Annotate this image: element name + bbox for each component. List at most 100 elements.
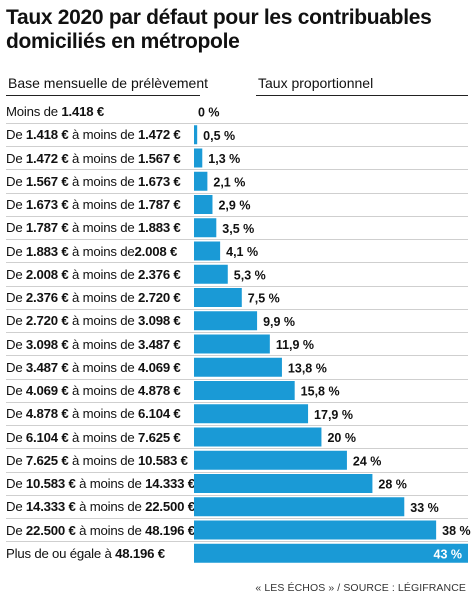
category-amount: 2.720 € [25,313,69,329]
row-separator [6,215,468,217]
bar [194,497,405,517]
category-label: De 1.883 € à moins de2.008 € [6,240,194,263]
category-text: De [6,266,26,282]
category-amount: 3.098 € [25,336,69,352]
category-label: Plus de ou égale à 48.196 € [6,542,194,565]
category-text: à moins de [68,406,138,422]
category-text: Moins de [6,104,62,119]
category-amount: 1.472 € [137,127,181,143]
category-amount: 3.487 € [137,336,181,352]
bar [194,264,228,284]
value-label: 0,5 % [203,129,235,143]
category-amount: 1.567 € [137,150,181,166]
row-separator [6,425,468,426]
bar [194,520,437,540]
value-label: 20 % [327,431,356,445]
bar [194,450,347,470]
category-amount: 2.008 € [134,243,178,259]
category-amount: 22.500 € [25,522,76,538]
row-separator [6,401,468,403]
category-text: De [6,336,26,352]
source-credit: « LES ÉCHOS » / SOURCE : LÉGIFRANCE [255,582,466,594]
bar [194,288,242,307]
bar [194,334,270,354]
category-text: à moins de [68,150,138,166]
category-label: De 4.069 € à moins de 4.878 € [6,379,194,402]
bar [194,311,258,331]
category-text: à moins de [68,290,138,305]
category-amount: 48.196 € [145,522,195,538]
category-amount: 4.878 € [137,383,181,398]
category-amount: 14.333 € [25,499,76,515]
category-text: De [6,197,26,212]
row-separator [6,262,468,264]
category-amount: 1.787 € [25,220,69,236]
bar [194,218,217,238]
chart-rows: Moins de 1.418 € De 1.418 € à moins de 1.… [6,100,468,565]
value-label: 38 % [442,524,471,538]
category-text: De [6,499,26,515]
category-label: De 2.376 € à moins de 2.720 € [6,286,194,309]
category-text: à moins de [68,197,138,212]
category-amount: 6.104 € [25,429,69,445]
category-text: De [6,173,26,189]
category-label: De 2.008 € à moins de 2.376 € [6,263,194,286]
category-label: Moins de 1.418 € [6,100,194,123]
bar [194,195,213,214]
category-amount: 1.472 € [25,150,69,166]
chart-title: Taux 2020 par défaut pour les contribuab… [6,6,432,53]
category-text: De [6,150,26,166]
value-label: 1,3 % [208,152,240,166]
category-amount: 1.418 € [25,127,69,143]
category-label: De 1.787 € à moins de 1.883 € [6,216,194,239]
value-label: 4,1 % [226,245,258,259]
category-text: Plus de ou égale à [6,545,116,561]
category-text: à moins de [68,336,138,352]
value-label: 2,1 % [213,175,245,189]
category-text: à moins de [68,313,138,329]
category-text: à moins de [75,476,146,491]
row-separator [6,518,468,519]
category-amount: 2.008 € [25,266,69,282]
value-label: 15,8 % [301,385,340,399]
category-text: De [6,452,26,468]
value-label: 24 % [353,454,382,468]
category-label: De 14.333 € à moins de 22.500 € [6,495,195,518]
category-amount: 10.583 € [137,452,188,468]
category-text: à moins de [68,359,138,375]
value-label: 17,9 % [314,408,353,422]
row-separator [6,378,468,380]
value-label: 11,9 % [276,338,314,352]
category-text: De [6,290,26,305]
category-text: De [6,243,26,259]
value-header-rule [256,95,468,96]
row-separator [6,494,468,496]
category-amount: 4.878 € [25,406,69,422]
category-text: De [6,383,26,398]
category-text: à moins de [68,383,138,398]
category-amount: 4.069 € [137,359,181,375]
category-label: De 2.720 € à moins de 3.098 € [6,309,194,332]
category-label: De 1.418 € à moins de 1.472 € [6,123,194,146]
row-separator [6,239,468,240]
category-label: De 10.583 € à moins de 14.333 € [6,472,195,495]
category-label: De 3.098 € à moins de 3.487 € [6,333,194,356]
value-label: 0 % [198,106,220,120]
category-text: De [6,522,26,538]
category-text: De [6,313,26,329]
category-amount: 6.104 € [137,406,181,422]
bar [194,241,221,261]
value-column-header: Taux proportionnel [258,75,374,91]
category-amount: 1.787 € [137,197,181,212]
value-label: 13,8 % [288,361,327,375]
bar [194,543,468,563]
value-label: 3,5 % [222,222,254,236]
value-label: 5,3 % [234,268,266,282]
bar [194,404,309,424]
row-separator [6,355,468,357]
category-amount: 48.196 € [115,545,165,561]
category-column-header: Base mensuelle de prélèvement [8,75,209,91]
row-separator [6,285,468,287]
category-amount: 1.418 € [61,104,104,119]
row-separator [6,471,468,473]
